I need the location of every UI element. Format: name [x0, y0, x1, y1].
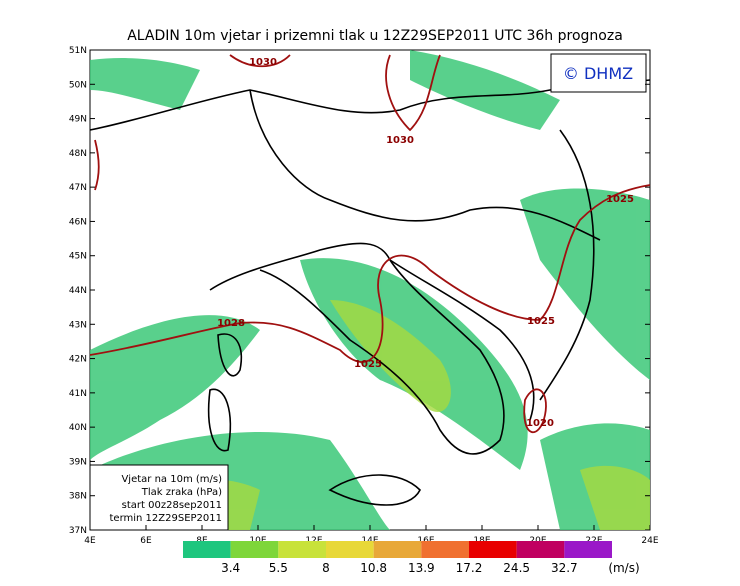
colorbar-segment: [278, 541, 326, 558]
latitude-label: 47N: [69, 183, 87, 193]
isobar-label: 1020: [526, 418, 554, 429]
latitude-label: 49N: [69, 115, 87, 125]
colorbar-unit: (m/s): [608, 561, 639, 575]
colorbar-segment: [516, 541, 565, 558]
colorbar-label: 17.2: [456, 561, 483, 575]
colorbar-label: 32.7: [551, 561, 578, 575]
copyright: © DHMZ: [563, 64, 633, 83]
isobar-label: 1025: [354, 359, 382, 370]
latitude-label: 43N: [69, 320, 87, 330]
isobar-label: 1030: [249, 57, 277, 68]
latitude-label: 40N: [69, 423, 87, 433]
latitude-label: 41N: [69, 389, 87, 399]
legend-box: [89, 464, 229, 531]
map-area: 1030 1030 1025 1028 1025 1025 1020: [89, 49, 651, 531]
copyright-box: [550, 53, 647, 93]
colorbar: 3.4 5.5 8 10.8 13.9 17.2 24.5 32.7 (m/s): [183, 541, 640, 575]
colorbar-label: 24.5: [503, 561, 530, 575]
longitude-label: 24E: [641, 536, 658, 546]
latitude-label: 48N: [69, 149, 87, 159]
latitude-label: 42N: [69, 355, 87, 365]
legend-line: Tlak zraka (hPa): [141, 487, 222, 498]
colorbar-label: 5.5: [269, 561, 288, 575]
latitude-label: 38N: [69, 492, 87, 502]
colorbar-segment: [326, 541, 374, 558]
latitude-axis: 51N 50N 49N 48N 47N 46N 45N 44N 43N 42N 41N 40N 39N 3…: [69, 46, 650, 536]
legend-line: termin 12Z29SEP2011: [110, 513, 223, 524]
colorbar-segment: [183, 541, 231, 558]
latitude-label: 51N: [69, 46, 87, 56]
longitude-label: 4E: [84, 536, 96, 546]
latitude-label: 45N: [69, 252, 87, 262]
latitude-label: 37N: [69, 526, 87, 536]
legend-line: start 00z28sep2011: [122, 500, 222, 511]
legend: Vjetar na 10m (m/s) Tlak zraka (hPa) start…: [110, 474, 223, 524]
longitude-label: 6E: [140, 536, 152, 546]
colorbar-segment: [230, 541, 279, 558]
colorbar-segment: [469, 541, 517, 558]
colorbar-label: 10.8: [360, 561, 387, 575]
map-title: ALADIN 10m vjetar i prizemni tlak u 12Z2…: [127, 28, 623, 44]
isobar-label: 1025: [606, 194, 634, 205]
legend-line: Vjetar na 10m (m/s): [121, 474, 222, 485]
latitude-label: 44N: [69, 286, 87, 296]
colorbar-segment: [564, 541, 612, 558]
latitude-label: 39N: [69, 457, 87, 467]
colorbar-label: 8: [322, 561, 330, 575]
colorbar-label: 13.9: [408, 561, 435, 575]
colorbar-segment: [421, 541, 469, 558]
isobar-label: 1028: [217, 318, 245, 329]
isobar-label: 1030: [386, 135, 414, 146]
isobar-label: 1025: [527, 316, 555, 327]
colorbar-label: 3.4: [221, 561, 240, 575]
colorbar-segment: [373, 541, 422, 558]
latitude-label: 46N: [69, 217, 87, 227]
latitude-label: 50N: [69, 80, 87, 90]
